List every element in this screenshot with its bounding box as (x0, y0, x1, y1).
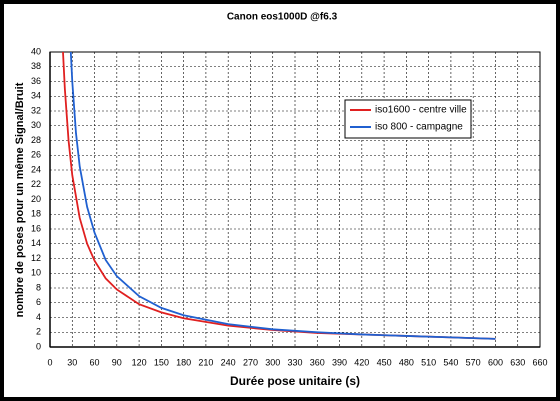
x-tick-label: 180 (176, 357, 191, 367)
y-tick-label: 34 (31, 91, 41, 101)
y-tick-label: 12 (31, 253, 41, 263)
legend-box (344, 99, 472, 139)
y-tick-label: 8 (36, 282, 41, 292)
y-tick-label: 24 (31, 164, 41, 174)
y-tick-label: 4 (36, 312, 41, 322)
y-tick-label: 18 (31, 209, 41, 219)
x-tick-label: 390 (332, 357, 347, 367)
y-tick-label: 26 (31, 150, 41, 160)
y-tick-label: 2 (36, 327, 41, 337)
y-tick-label: 36 (31, 76, 41, 86)
x-tick-label: 330 (287, 357, 302, 367)
x-tick-label: 420 (354, 357, 369, 367)
y-tick-label: 6 (36, 297, 41, 307)
x-tick-label: 450 (377, 357, 392, 367)
x-tick-label: 90 (112, 357, 122, 367)
line (69, 51, 496, 340)
y-tick-label: 40 (31, 46, 41, 56)
x-tick-label: 120 (132, 357, 147, 367)
x-tick-label: 570 (466, 357, 481, 367)
x-tick-label: 30 (67, 357, 77, 367)
y-tick-label: 14 (31, 238, 41, 248)
y-tick-label: 30 (31, 120, 41, 130)
y-tick-label: 16 (31, 223, 41, 233)
y-tick-label: 20 (31, 194, 41, 204)
chart-title: Canon eos1000D @f6.3 (227, 12, 338, 23)
x-tick-label: 540 (443, 357, 458, 367)
y-axis-label: nombre de poses pour un même Signal/Brui… (14, 82, 26, 317)
y-tick-label: 38 (31, 61, 41, 71)
legend-label: iso1600 - centre ville (375, 105, 467, 116)
x-tick-label: 510 (421, 357, 436, 367)
x-tick-label: 150 (154, 357, 169, 367)
y-tick-label: 28 (31, 135, 41, 145)
legend-label: iso 800 - campagne (375, 122, 463, 133)
x-tick-label: 210 (198, 357, 213, 367)
x-tick-label: 240 (221, 357, 236, 367)
y-tick-label: 10 (31, 268, 41, 278)
x-tick-label: 660 (532, 357, 547, 367)
x-tick-label: 60 (90, 357, 100, 367)
x-tick-label: 600 (488, 357, 503, 367)
x-tick-label: 300 (265, 357, 280, 367)
y-tick-label: 32 (31, 105, 41, 115)
x-tick-label: 480 (399, 357, 414, 367)
x-tick-label: 270 (243, 357, 258, 367)
x-axis-label: Durée pose unitaire (s) (230, 374, 360, 388)
x-tick-label: 360 (310, 357, 325, 367)
y-tick-label: 0 (36, 341, 41, 351)
y-tick-label: 22 (31, 179, 41, 189)
x-tick-label: 0 (47, 357, 52, 367)
x-tick-label: 630 (510, 357, 525, 367)
